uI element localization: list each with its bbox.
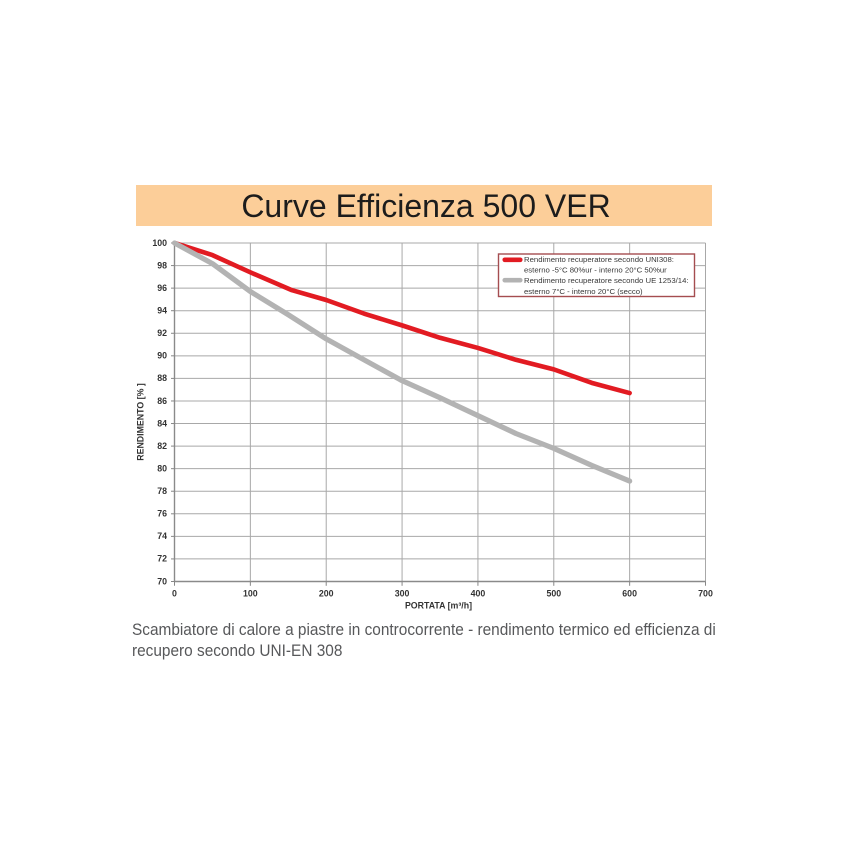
svg-text:80: 80 [157,464,167,474]
svg-text:Rendimento recuperatore second: Rendimento recuperatore secondo UE 1253/… [524,276,689,285]
svg-text:94: 94 [157,306,167,316]
svg-text:Rendimento recuperatore second: Rendimento recuperatore secondo UNI308: [524,255,674,264]
svg-text:88: 88 [157,373,167,383]
svg-text:100: 100 [243,589,258,599]
svg-text:98: 98 [157,260,167,270]
svg-text:74: 74 [157,531,167,541]
svg-text:76: 76 [157,509,167,519]
svg-text:esterno -5°C 80%ur - interno 2: esterno -5°C 80%ur - interno 20°C 50%ur [524,265,667,274]
svg-text:86: 86 [157,396,167,406]
svg-text:100: 100 [152,238,167,248]
svg-text:PORTATA [m³/h]: PORTATA [m³/h] [405,601,472,611]
svg-text:700: 700 [698,589,713,599]
svg-text:300: 300 [395,589,410,599]
svg-text:78: 78 [157,486,167,496]
svg-text:96: 96 [157,283,167,293]
svg-text:0: 0 [172,589,177,599]
svg-text:200: 200 [319,589,334,599]
svg-text:84: 84 [157,418,167,428]
svg-text:400: 400 [471,589,486,599]
svg-text:RENDIMENTO [% ]: RENDIMENTO [% ] [136,383,146,461]
svg-text:72: 72 [157,554,167,564]
svg-text:82: 82 [157,441,167,451]
svg-text:70: 70 [157,576,167,586]
svg-text:500: 500 [546,589,561,599]
svg-text:esterno 7°C - interno 20°C (se: esterno 7°C - interno 20°C (secco) [524,287,643,296]
svg-text:92: 92 [157,328,167,338]
svg-text:90: 90 [157,351,167,361]
svg-text:600: 600 [622,589,637,599]
